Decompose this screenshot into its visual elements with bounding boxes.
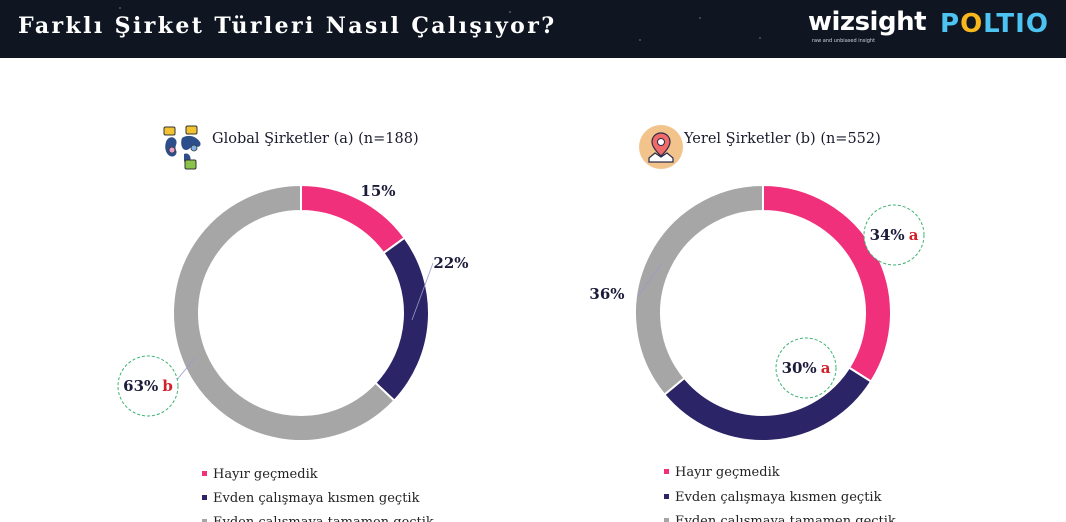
legend-label: Evden çalışmaya kısmen geçtik bbox=[213, 491, 420, 506]
header-bar: Farklı Şirket Türleri Nasıl Çalışıyor? w… bbox=[0, 0, 1066, 58]
leader-line bbox=[174, 357, 196, 383]
global-chart-title: Global Şirketler (a) (n=188) bbox=[212, 131, 419, 147]
legend-swatch bbox=[202, 519, 207, 522]
legend-swatch bbox=[664, 494, 669, 499]
global-donut-chart: 15% 22% 63% b bbox=[117, 182, 469, 442]
legend-label: Hayır geçmedik bbox=[675, 465, 780, 480]
donut-slice-2 bbox=[662, 366, 873, 442]
data-label: 34% a bbox=[870, 226, 919, 244]
donut-slice-3 bbox=[172, 183, 396, 442]
legend-swatch bbox=[202, 495, 207, 500]
data-label: 63% b bbox=[123, 377, 173, 395]
legend-swatch bbox=[664, 518, 669, 522]
significance-circle bbox=[117, 355, 179, 417]
legend-item-kismen: Evden çalışmaya kısmen geçtik bbox=[664, 490, 881, 505]
data-label: 36% bbox=[589, 285, 624, 303]
local-donut-chart: 34% a 30% a 36% bbox=[589, 183, 925, 442]
legend-item-hayir: Hayır geçmedik bbox=[664, 465, 780, 480]
donut-slice-2 bbox=[373, 236, 430, 403]
legend-label: Evden çalışmaya tamamen geçtik bbox=[675, 514, 896, 522]
donut-slice-3 bbox=[634, 183, 764, 396]
location-pin-icon bbox=[639, 125, 683, 169]
leader-line bbox=[637, 262, 663, 297]
legend-item-kismen: Evden çalışmaya kısmen geçtik bbox=[202, 491, 419, 506]
legend-label: Evden çalışmaya tamamen geçtik bbox=[213, 515, 434, 522]
leader-line bbox=[411, 262, 434, 321]
poltio-logo: POLTIO bbox=[940, 9, 1049, 39]
significance-circle bbox=[775, 337, 837, 399]
data-label: 15% bbox=[360, 182, 395, 200]
legend-swatch bbox=[202, 471, 207, 476]
page-title: Farklı Şirket Türleri Nasıl Çalışıyor? bbox=[18, 13, 557, 39]
legend-item-hayir: Hayır geçmedik bbox=[202, 467, 318, 482]
legend-label: Hayır geçmedik bbox=[213, 467, 318, 482]
legend-label: Evden çalışmaya kısmen geçtik bbox=[675, 490, 882, 505]
wizsight-tagline: raw and unbiased insight bbox=[812, 38, 876, 44]
legend-item-tamamen: Evden çalışmaya tamamen geçtik bbox=[664, 514, 896, 522]
legend-item-tamamen: Evden çalışmaya tamamen geçtik bbox=[202, 515, 434, 522]
data-label: 30% a bbox=[782, 359, 831, 377]
significance-circle bbox=[863, 204, 925, 266]
data-label: 22% bbox=[433, 254, 468, 272]
legend-swatch bbox=[664, 469, 669, 474]
world-map-chat-icon bbox=[163, 125, 201, 170]
donut-charts: 15% 22% 63% b 34% a 30% a 36% bbox=[117, 182, 925, 442]
local-chart-title: Yerel Şirketler (b) (n=552) bbox=[684, 131, 881, 147]
wizsight-logo: wizsight bbox=[808, 7, 927, 37]
